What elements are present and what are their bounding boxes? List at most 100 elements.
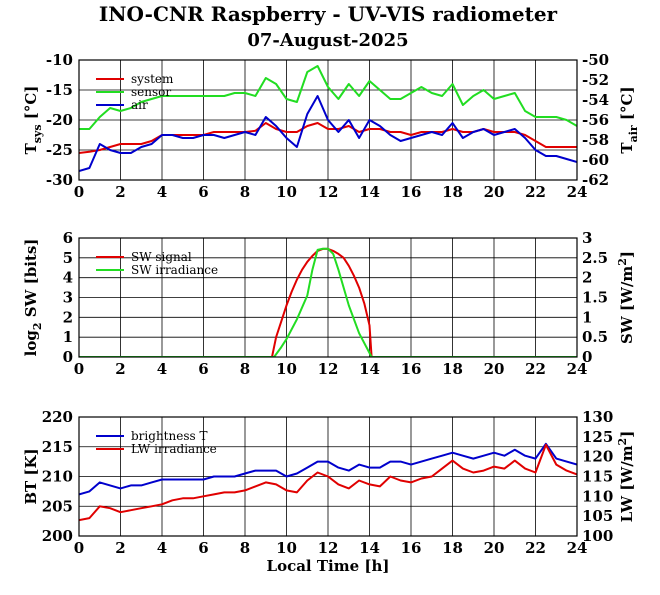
y-right-tick-label: 115 (582, 468, 613, 486)
series-line-sensor (79, 65, 577, 130)
series-line-lw-irradiance (79, 443, 577, 522)
legend-label: SW irradiance (131, 263, 218, 277)
y-left-tick-label: 3 (63, 289, 73, 307)
x-tick-label: 14 (359, 539, 380, 557)
x-tick-label: 14 (359, 360, 380, 378)
x-tick-label: 20 (484, 539, 505, 557)
x-tick-label: 2 (115, 539, 125, 557)
x-tick-label: 0 (74, 539, 84, 557)
legend-label: SW signal (131, 250, 192, 264)
x-tick-label: 6 (198, 539, 208, 557)
y-right-tick-label: 1 (582, 308, 592, 326)
y-left-tick-label: 1 (63, 328, 73, 346)
panel-shortwave: 0 2 4 6 8 10 12 14 16 18 20 22 24012345600.511.522.5… (22, 229, 636, 378)
y-left-tick-label: 205 (42, 497, 73, 515)
y-right-tick-label: -52 (582, 71, 609, 89)
legend-label: air (131, 98, 148, 112)
x-tick-label: 0 (74, 360, 84, 378)
x-tick-label: 10 (276, 539, 297, 557)
y-left-tick-label: 220 (42, 408, 73, 426)
series-line-brightness-t (79, 442, 577, 496)
x-tick-label: 18 (442, 183, 463, 201)
y-left-tick-label: -20 (46, 111, 73, 129)
x-tick-label: 16 (401, 539, 422, 557)
x-tick-label: 16 (401, 183, 422, 201)
y-right-tick-label: -54 (582, 91, 609, 109)
legend-label: sensor (131, 85, 171, 99)
legend-label: system (131, 72, 174, 86)
x-tick-label: 4 (157, 539, 167, 557)
y-right-label-main: SW [W/m (618, 266, 636, 344)
x-tick-label: 4 (157, 183, 167, 201)
x-tick-label: 2 (115, 360, 125, 378)
y-left-label-unit: SW [bits] (22, 239, 40, 323)
x-tick-label: 0 (74, 183, 84, 201)
y-right-label-unit: [°C] (618, 86, 636, 125)
y-right-axis-label: Tair [°C] (618, 86, 640, 153)
y-right-tick-label: 0 (582, 348, 592, 366)
y-right-label-sub: air (627, 125, 640, 142)
x-tick-label: 22 (525, 183, 546, 201)
y-left-label-unit: [°C] (22, 86, 40, 125)
y-left-tick-label: -25 (46, 141, 73, 159)
x-tick-label: 14 (359, 183, 380, 201)
x-tick-label: 20 (484, 183, 505, 201)
x-tick-label: 22 (525, 539, 546, 557)
x-tick-label: 6 (198, 183, 208, 201)
x-tick-label: 24 (567, 360, 588, 378)
y-right-tick-label: 1.5 (582, 289, 608, 307)
y-left-tick-label: 4 (63, 269, 73, 287)
x-tick-label: 10 (276, 183, 297, 201)
y-right-label-unit: ] (618, 251, 636, 258)
y-left-tick-label: 210 (42, 468, 73, 486)
y-right-tick-label: -50 (582, 51, 609, 69)
y-right-label-unit: ] (618, 431, 636, 438)
x-axis-label: Local Time [h] (267, 557, 390, 575)
legend: brightness TLW irradiance (96, 429, 217, 456)
y-right-label-main: LW [W/m (618, 445, 636, 522)
legend-label: brightness T (131, 429, 207, 443)
y-left-tick-label: 0 (63, 348, 73, 366)
y-right-label-main: T (618, 142, 636, 154)
y-right-tick-label: 0.5 (582, 328, 608, 346)
y-left-tick-label: 2 (63, 308, 73, 326)
series-group (79, 247, 577, 357)
x-tick-label: 12 (318, 539, 339, 557)
y-right-label-sup: 2 (616, 258, 629, 266)
y-left-tick-label: 6 (63, 229, 73, 247)
series-group (79, 65, 577, 172)
y-right-label-sup: 2 (616, 438, 629, 446)
y-right-tick-label: 105 (582, 507, 613, 525)
plot-frame (78, 237, 578, 358)
y-right-tick-label: 120 (582, 448, 613, 466)
series-group (79, 442, 577, 522)
x-tick-label: 8 (240, 183, 250, 201)
x-tick-label: 12 (318, 183, 339, 201)
y-left-label-main: log (22, 330, 40, 357)
chart-panels: 0 2 4 6 8 10 12 14 16 18 20 22 24-30-25-20-15-10-62-… (22, 51, 640, 575)
y-right-tick-label: -62 (582, 171, 609, 189)
y-left-axis-label: Tsys [°C] (22, 86, 44, 155)
panel-temperatures: 0 2 4 6 8 10 12 14 16 18 20 22 24-30-25-20-15-10-62-… (22, 51, 640, 201)
y-right-tick-label: 100 (582, 527, 613, 545)
x-tick-label: 12 (318, 360, 339, 378)
x-tick-label: 18 (442, 360, 463, 378)
y-left-label-sub: sys (31, 124, 44, 143)
x-tick-label: 18 (442, 539, 463, 557)
y-right-tick-label: -58 (582, 131, 609, 149)
y-right-tick-label: 130 (582, 408, 613, 426)
y-right-axis-label: LW [W/m2] (616, 431, 636, 523)
y-right-tick-label: 2.5 (582, 249, 608, 267)
x-tick-label: 8 (240, 539, 250, 557)
series-line-air (79, 95, 577, 172)
panel-longwave: 0 2 4 6 8 10 12 14 16 18 20 22 242002052102152201001… (22, 408, 636, 575)
x-tick-label: 20 (484, 360, 505, 378)
y-right-axis-label: SW [W/m2] (616, 251, 636, 344)
y-left-axis-label: log2 SW [bits] (22, 239, 44, 357)
x-tick-label: 10 (276, 360, 297, 378)
y-right-tick-label: 3 (582, 229, 592, 247)
y-left-axis-label: BT [K] (22, 448, 40, 504)
